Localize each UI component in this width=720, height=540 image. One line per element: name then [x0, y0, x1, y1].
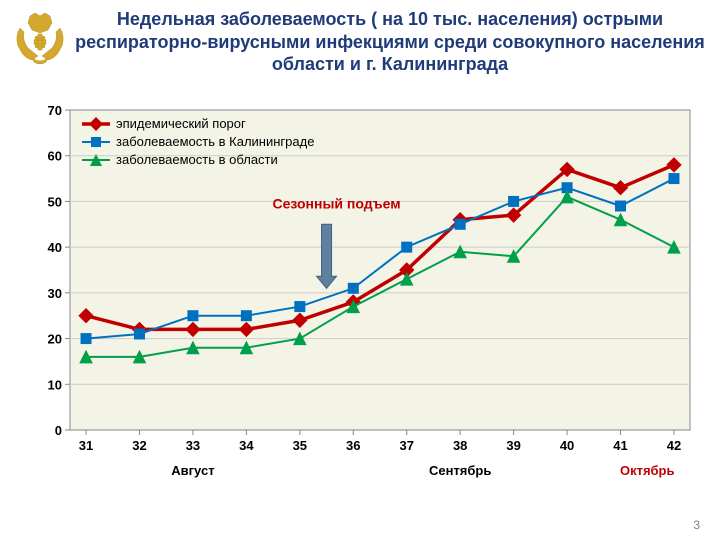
chart-title: Недельная заболеваемость ( на 10 тыс. на… [70, 8, 710, 76]
svg-text:60: 60 [48, 149, 62, 164]
svg-text:36: 36 [346, 438, 360, 453]
svg-text:эпидемический порог: эпидемический порог [116, 116, 246, 131]
svg-text:41: 41 [613, 438, 627, 453]
svg-text:0: 0 [55, 423, 62, 438]
svg-text:40: 40 [560, 438, 574, 453]
svg-text:70: 70 [48, 103, 62, 118]
svg-text:34: 34 [239, 438, 254, 453]
svg-text:31: 31 [79, 438, 93, 453]
svg-text:10: 10 [48, 377, 62, 392]
svg-text:50: 50 [48, 194, 62, 209]
svg-text:42: 42 [667, 438, 681, 453]
svg-text:33: 33 [186, 438, 200, 453]
svg-text:Август: Август [171, 463, 214, 478]
svg-text:37: 37 [399, 438, 413, 453]
svg-text:Октябрь: Октябрь [620, 463, 675, 478]
svg-text:39: 39 [506, 438, 520, 453]
svg-text:Сентябрь: Сентябрь [429, 463, 491, 478]
svg-text:38: 38 [453, 438, 467, 453]
svg-text:30: 30 [48, 286, 62, 301]
state-emblem [10, 8, 70, 68]
svg-text:20: 20 [48, 332, 62, 347]
svg-text:40: 40 [48, 240, 62, 255]
svg-text:заболеваемость в области: заболеваемость в области [116, 152, 278, 167]
svg-text:35: 35 [293, 438, 307, 453]
page-number: 3 [693, 518, 700, 532]
line-chart: 0 10 20 30 40 50 60 70 31 32 33 34 35 36 37 38 39 40 41 42 А… [40, 100, 700, 500]
svg-text:Сезонный подъем: Сезонный подъем [272, 195, 400, 211]
svg-text:32: 32 [132, 438, 146, 453]
svg-text:заболеваемость в Калининграде: заболеваемость в Калининграде [116, 134, 314, 149]
